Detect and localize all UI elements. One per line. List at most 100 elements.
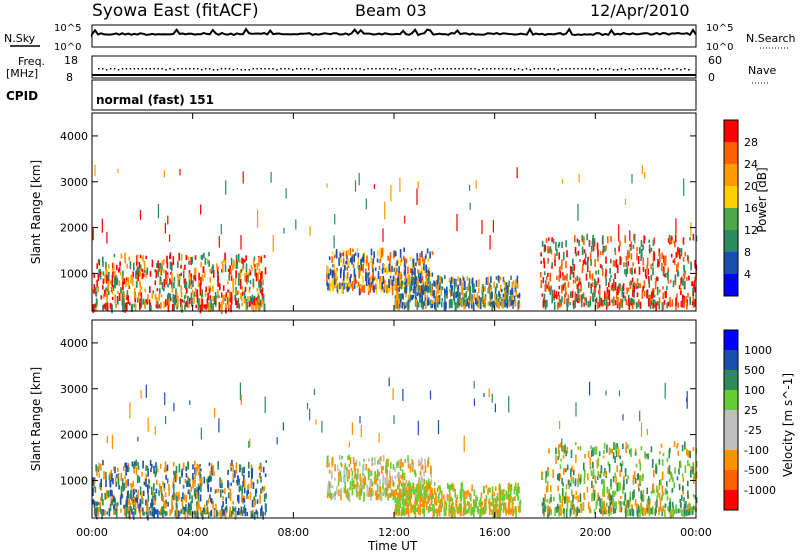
range-gate-cell (518, 486, 520, 494)
range-gate-cell (163, 279, 166, 288)
range-gate-cell (153, 492, 156, 500)
range-gate-cell (218, 301, 221, 311)
range-gate-cell (139, 268, 141, 277)
range-gate-cell (341, 455, 343, 460)
range-gate-cell (691, 281, 693, 287)
range-gate-cell (330, 282, 332, 289)
range-gate-cell (122, 304, 124, 313)
range-gate-cell (185, 254, 188, 261)
range-gate-cell (577, 298, 579, 303)
range-gate-cell (618, 284, 620, 289)
range-gate-cell (241, 499, 244, 503)
range-gate-cell (438, 494, 440, 503)
range-gate-cell (543, 500, 546, 505)
range-gate-cell (124, 504, 127, 511)
range-gate-cell (407, 294, 410, 302)
range-gate-cell (154, 293, 157, 300)
range-gate-cell (582, 294, 584, 300)
range-gate-cell (126, 302, 128, 311)
range-gate-cell (124, 504, 127, 508)
range-gate-cell (630, 299, 633, 304)
range-gate-cell (208, 478, 210, 483)
range-gate-cell (545, 276, 548, 281)
range-gate-cell (542, 497, 545, 506)
range-gate-cell (552, 238, 555, 244)
range-gate-cell (626, 502, 628, 507)
range-gate-cell (468, 294, 471, 303)
range-gate-cell (224, 252, 226, 261)
range-gate-cell (187, 490, 190, 495)
range-gate-cell (349, 457, 352, 465)
range-gate-cell (492, 498, 495, 503)
range-gate-cell (565, 240, 567, 248)
range-gate-cell (498, 497, 500, 501)
range-gate-cell (677, 302, 680, 309)
range-gate-cell (694, 495, 697, 500)
range-gate-cell (602, 488, 604, 497)
range-gate-cell (379, 479, 381, 485)
range-gate-cell (126, 506, 128, 515)
range-gate-cell (239, 485, 242, 491)
range-gate-cell (456, 213, 458, 232)
range-gate-cell (227, 494, 230, 498)
range-gate-cell (583, 249, 586, 254)
range-gate-cell (616, 264, 619, 274)
range-gate-cell (205, 508, 208, 513)
range-gate-cell (613, 278, 615, 287)
range-gate-cell (631, 267, 633, 275)
range-gate-cell (464, 285, 466, 290)
range-gate-cell (579, 445, 582, 451)
range-gate-cell (253, 256, 256, 262)
range-gate-cell (393, 415, 395, 424)
range-gate-cell (105, 303, 108, 311)
range-gate-cell (212, 303, 214, 312)
range-gate-cell (550, 485, 552, 493)
range-gate-cell (120, 485, 123, 494)
freq-point (581, 68, 583, 70)
range-gate-cell (624, 235, 626, 244)
range-gate-cell (690, 506, 692, 513)
range-gate-cell (409, 268, 412, 273)
range-gate-cell (441, 502, 444, 508)
range-gate-cell (508, 505, 510, 514)
range-gate-cell (463, 297, 465, 306)
range-gate-cell (629, 230, 631, 241)
range-gate-cell (575, 296, 577, 301)
range-gate-cell (405, 258, 408, 264)
freq-point (240, 69, 243, 71)
range-gate-cell (558, 241, 561, 246)
range-gate-cell (146, 511, 149, 516)
range-gate-cell (397, 508, 400, 516)
range-gate-cell (348, 454, 350, 460)
freq-point (339, 68, 342, 70)
range-gate-cell (435, 500, 438, 506)
range-gate-cell (589, 296, 592, 300)
freq-point (470, 68, 472, 70)
range-gate-cell (389, 470, 391, 478)
range-gate-cell (235, 462, 238, 468)
freq-point (387, 68, 389, 70)
range-gate-cell (394, 282, 397, 291)
range-gate-cell (605, 296, 608, 304)
range-gate-cell (93, 290, 95, 294)
range-gate-cell (111, 434, 113, 449)
range-gate-cell (159, 262, 162, 269)
range-gate-cell (353, 268, 356, 277)
range-gate-cell (480, 298, 483, 307)
range-gate-cell (348, 464, 351, 468)
range-gate-cell (342, 263, 344, 268)
range-gate-cell (147, 484, 149, 493)
x-tick-label: 20:00 (579, 526, 611, 539)
range-gate-cell (540, 252, 542, 257)
range-gate-cell (229, 463, 232, 468)
range-gate-cell (458, 294, 460, 302)
range-gate-cell (421, 465, 424, 471)
range-gate-cell (593, 493, 595, 501)
range-gate-cell (148, 479, 150, 484)
range-gate-cell (595, 298, 597, 302)
range-gate-cell (652, 483, 655, 492)
range-gate-cell (627, 509, 629, 517)
range-gate-cell (485, 484, 488, 489)
range-gate-cell (414, 278, 416, 283)
range-gate-cell (613, 491, 616, 497)
